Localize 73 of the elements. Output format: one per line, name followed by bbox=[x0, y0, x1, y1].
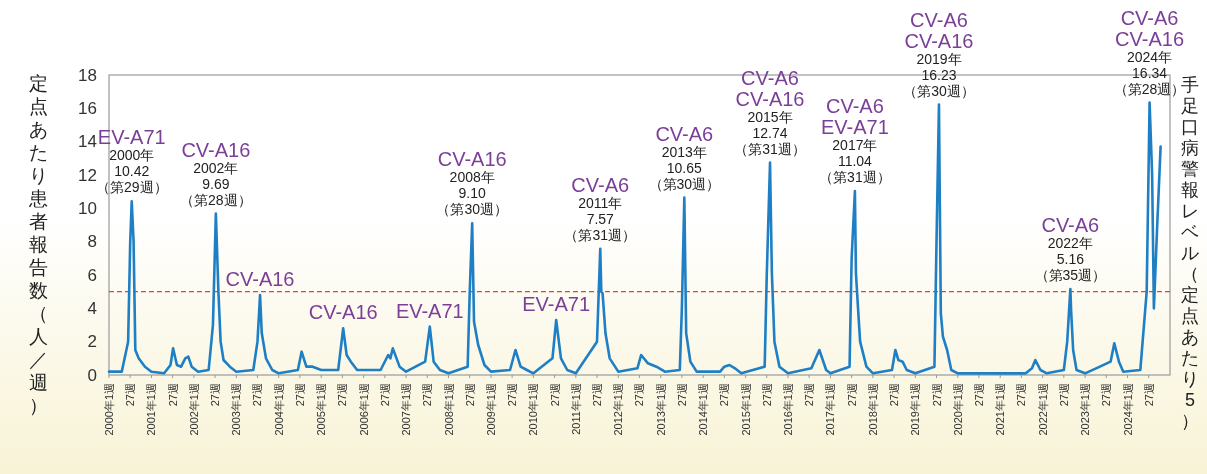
x-tick-label: 27週 bbox=[675, 383, 688, 407]
x-tick-label: 2021年1週 bbox=[994, 383, 1007, 436]
x-tick-label: 2018年1週 bbox=[866, 383, 879, 436]
y-tick-label: 8 bbox=[87, 232, 97, 252]
x-tick-label: 2000年1週 bbox=[103, 383, 115, 436]
x-tick-label: 2003年1週 bbox=[230, 383, 243, 436]
annotation: CV-A6 CV-A16 2019年 16.23 （第30週） bbox=[903, 8, 975, 99]
annotation: CV-A16 bbox=[308, 301, 378, 324]
annotation: CV-A6 2022年 5.16 （第35週） bbox=[1034, 214, 1107, 283]
x-tick-label: 27週 bbox=[336, 383, 349, 407]
x-tick-label: 2020年1週 bbox=[951, 383, 964, 436]
x-tick-label: 27週 bbox=[1015, 383, 1028, 407]
y-tick-label: 12 bbox=[78, 165, 97, 185]
x-tick-label: 2007年1週 bbox=[400, 383, 413, 436]
text: 定点あたり患者報告数（人／週） bbox=[28, 72, 48, 416]
annotation: CV-A6 2011年 7.57 （第31週） bbox=[564, 173, 637, 243]
x-tick-label: 2010年1週 bbox=[527, 383, 540, 436]
x-tick-label: 27週 bbox=[506, 383, 519, 407]
x-tick-label: 27週 bbox=[251, 383, 264, 407]
y-tick-label: 6 bbox=[87, 265, 97, 285]
annotation: CV-A6 2013年 10.65 （第30週） bbox=[648, 122, 721, 192]
x-tick-label: 27週 bbox=[124, 383, 137, 407]
x-tick-label: 2011年1週 bbox=[569, 383, 582, 435]
x-tick-label: 27週 bbox=[1057, 383, 1070, 407]
x-tick-label: 2013年1週 bbox=[654, 383, 667, 436]
x-tick-label: 27週 bbox=[209, 383, 222, 407]
y-tick-label: 16 bbox=[78, 98, 97, 118]
x-tick-label: 2022年1週 bbox=[1036, 383, 1049, 436]
x-tick-label: 2008年1週 bbox=[442, 383, 455, 436]
x-tick-label: 2017年1週 bbox=[824, 383, 837, 436]
x-tick-label: 2002年1週 bbox=[187, 383, 200, 436]
y-tick-label: 0 bbox=[87, 365, 97, 385]
x-tick-label: 27週 bbox=[1100, 383, 1113, 407]
x-tick-label: 27週 bbox=[463, 383, 476, 407]
x-tick-label: 2015年1週 bbox=[739, 383, 752, 436]
y-tick-label: 4 bbox=[87, 298, 97, 318]
x-tick-label: 27週 bbox=[421, 383, 434, 407]
x-tick-label: 2005年1週 bbox=[315, 383, 328, 436]
y-tick-label: 2 bbox=[87, 332, 97, 352]
x-tick-label: 27週 bbox=[888, 383, 901, 407]
x-tick-label: 27週 bbox=[803, 383, 816, 407]
annotation: EV-A71 bbox=[522, 293, 591, 315]
x-tick-label: 2014年1週 bbox=[697, 383, 710, 436]
annotation: CV-A6 EV-A71 2017年 11.04 （第31週） bbox=[819, 95, 891, 185]
x-tick-label: 2006年1週 bbox=[357, 383, 370, 436]
annotation: CV-A16 2008年 9.10 （第30週） bbox=[436, 148, 508, 218]
x-tick-label: 2004年1週 bbox=[272, 383, 285, 436]
annotation: EV-A71 bbox=[395, 299, 464, 322]
x-tick-label: 2023年1週 bbox=[1079, 383, 1092, 436]
x-tick-label: 27週 bbox=[633, 383, 646, 407]
x-tick-label: 2012年1週 bbox=[612, 383, 625, 436]
x-tick-label: 27週 bbox=[972, 383, 985, 407]
x-tick-label: 2001年1週 bbox=[145, 383, 158, 436]
x-tick-label: 27週 bbox=[845, 383, 858, 407]
x-tick-label: 2009年1週 bbox=[484, 383, 497, 436]
x-tick-label: 2024年1週 bbox=[1121, 383, 1134, 436]
x-tick-label: 27週 bbox=[718, 383, 731, 407]
x-tick-label: 27週 bbox=[166, 383, 179, 407]
x-tick-label: 2019年1週 bbox=[909, 383, 922, 436]
y-tick-label: 18 bbox=[78, 65, 97, 85]
x-tick-label: 27週 bbox=[293, 383, 306, 407]
x-tick-label: 27週 bbox=[1142, 383, 1155, 407]
y-tick-label: 10 bbox=[78, 198, 97, 218]
x-tick-label: 27週 bbox=[930, 383, 943, 407]
x-tick-label: 27週 bbox=[760, 383, 773, 407]
annotation: CV-A6 CV-A16 2015年 12.74 （第31週） bbox=[734, 66, 806, 157]
x-tick-label: 27週 bbox=[548, 383, 561, 407]
annotation: CV-A16 2002年 9.69 （第28週） bbox=[180, 138, 252, 208]
x-tick-label: 2016年1週 bbox=[782, 383, 795, 436]
x-tick-label: 27週 bbox=[378, 383, 391, 407]
y-tick-label: 14 bbox=[78, 132, 97, 152]
annotation: CV-A16 bbox=[225, 268, 295, 290]
x-tick-label: 27週 bbox=[591, 383, 603, 407]
